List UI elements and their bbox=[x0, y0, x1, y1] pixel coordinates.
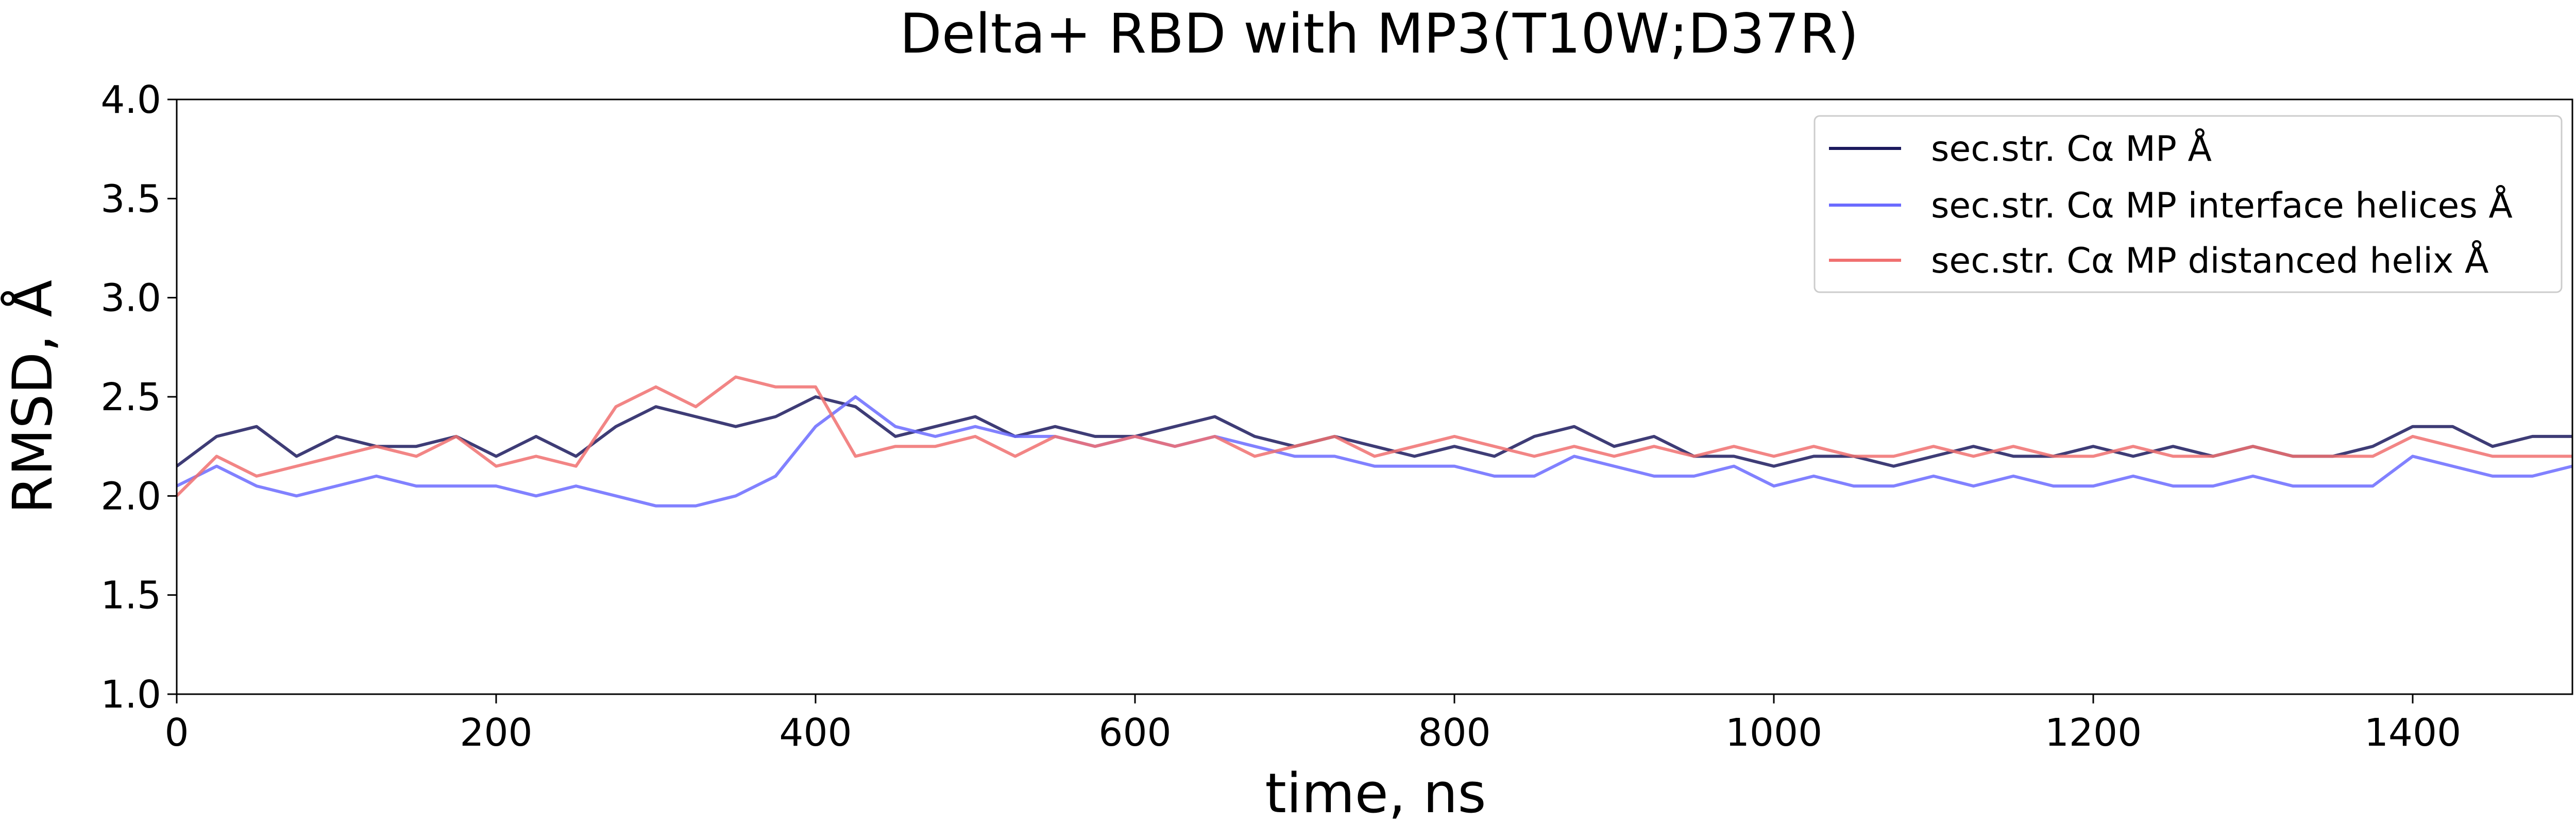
y-tick-label: 4.0 bbox=[100, 78, 161, 122]
y-axis-ticks: 1.0 1.5 2.0 2.5 3.0 3.5 4.0 bbox=[100, 78, 177, 717]
y-axis-title: RMSD, Å bbox=[1, 280, 64, 514]
y-tick-label: 1.5 bbox=[100, 574, 161, 618]
x-tick-label: 600 bbox=[1098, 711, 1171, 755]
legend-label-series-3: sec.str. Cα MP distanced helix Å bbox=[1931, 240, 2489, 281]
chart-title: Delta+ RBD with MP3(T10W;D37R) bbox=[900, 2, 1858, 65]
legend: sec.str. Cα MP Å sec.str. Cα MP interfac… bbox=[1814, 115, 2563, 293]
x-axis-title: time, ns bbox=[1265, 762, 1486, 825]
x-tick-label: 400 bbox=[779, 711, 852, 755]
x-tick-label: 1200 bbox=[2045, 711, 2142, 755]
y-tick-label: 1.0 bbox=[100, 673, 161, 717]
y-tick-label: 2.5 bbox=[100, 375, 161, 419]
y-tick-label: 3.0 bbox=[100, 276, 161, 321]
legend-label-series-2: sec.str. Cα MP interface helices Å bbox=[1931, 184, 2513, 226]
x-tick-label: 1400 bbox=[2364, 711, 2461, 755]
x-tick-label: 1000 bbox=[1725, 711, 1822, 755]
series-line-2 bbox=[176, 395, 2573, 508]
x-axis-ticks: 0 200 400 600 800 1000 1200 1400 bbox=[164, 694, 2461, 755]
series-line-1 bbox=[176, 395, 2572, 468]
x-tick-label: 800 bbox=[1418, 711, 1490, 755]
series-layer bbox=[175, 375, 2573, 508]
y-tick-label: 2.0 bbox=[100, 474, 161, 518]
x-tick-label: 0 bbox=[164, 711, 189, 755]
series-line-3 bbox=[175, 375, 2572, 497]
legend-label-series-1: sec.str. Cα MP Å bbox=[1931, 128, 2212, 170]
legend-box bbox=[1814, 115, 2563, 293]
y-tick-label: 3.5 bbox=[100, 177, 161, 221]
x-tick-label: 200 bbox=[460, 711, 532, 755]
